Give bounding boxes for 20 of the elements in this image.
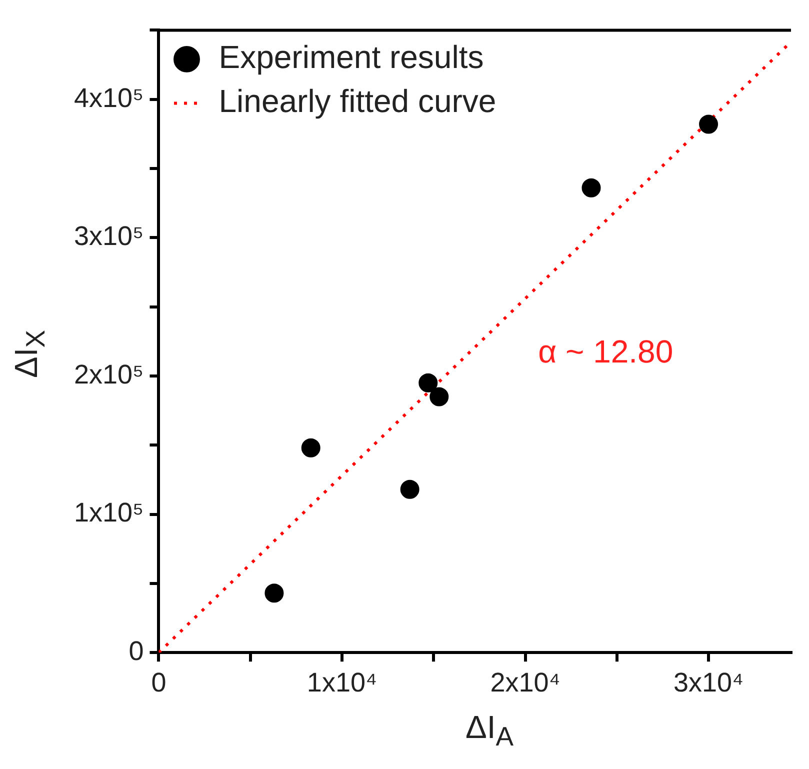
point [582,178,601,198]
annotation: α ~ 12.80 [538,334,674,370]
point [430,387,449,406]
x-tick-label: 2x10⁴ [490,667,560,698]
y-tick-label: 3x10⁵ [74,221,144,252]
point [301,438,320,458]
x-axis-title: ΔI$_{A}$ [464,709,515,752]
point [418,373,438,392]
x-tick-label: 0 [151,667,166,698]
legend-label: Experiment results [218,39,484,76]
y-tick-label: 1x10⁵ [74,498,144,528]
point [264,584,284,603]
x-tick-label: 1x10⁴ [306,667,378,698]
y-tick-label: 0 [128,636,144,666]
point [699,114,718,134]
y-tick-label: 2x10⁵ [74,359,144,390]
y-tick-label: 4x10⁵ [74,82,144,113]
x-tick-label: 3x10⁴ [673,667,744,698]
point [400,480,420,499]
legend-label: Linearly fitted curve [218,83,496,120]
